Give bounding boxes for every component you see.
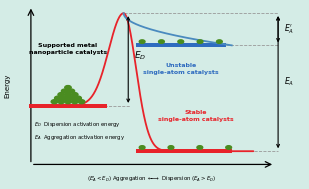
Text: Supported metal
nanoparticle catalysts: Supported metal nanoparticle catalysts [29, 43, 107, 55]
Circle shape [159, 40, 164, 43]
Circle shape [197, 40, 203, 43]
Text: $E_D$  Dispersion activation energy: $E_D$ Dispersion activation energy [34, 120, 121, 129]
Circle shape [61, 96, 68, 100]
Circle shape [58, 93, 64, 97]
Circle shape [51, 100, 57, 104]
Circle shape [65, 93, 71, 97]
Circle shape [55, 96, 61, 100]
Text: $E_A$: $E_A$ [284, 76, 294, 88]
Text: Unstable
single-atom catalysts: Unstable single-atom catalysts [143, 63, 218, 75]
Circle shape [58, 100, 64, 104]
Bar [136, 149, 232, 153]
Text: Stable
single-atom catalysts: Stable single-atom catalysts [159, 110, 234, 122]
Circle shape [61, 89, 68, 93]
Circle shape [72, 100, 78, 104]
Circle shape [65, 86, 71, 90]
Circle shape [139, 40, 145, 43]
Text: $E_D$: $E_D$ [134, 50, 146, 62]
Text: $(E_A' < E_D)$ Aggregation $\leftarrow\!\!\!\!\longrightarrow$ Dispersion $(E_A : $(E_A' < E_D)$ Aggregation $\leftarrow\!… [87, 175, 216, 184]
Circle shape [217, 40, 222, 43]
Circle shape [178, 40, 184, 43]
Bar [29, 104, 107, 108]
Circle shape [68, 89, 74, 93]
Text: $E_A$  Aggregation activation energy: $E_A$ Aggregation activation energy [34, 133, 125, 143]
Circle shape [168, 146, 174, 149]
Circle shape [78, 100, 85, 104]
Circle shape [197, 146, 203, 149]
Text: Energy: Energy [5, 74, 11, 98]
Circle shape [65, 100, 71, 104]
Circle shape [139, 146, 145, 149]
Text: $E_A'$: $E_A'$ [284, 22, 294, 36]
Circle shape [226, 146, 231, 149]
Circle shape [72, 93, 78, 97]
Circle shape [75, 96, 81, 100]
Bar [136, 43, 226, 47]
Circle shape [68, 96, 74, 100]
